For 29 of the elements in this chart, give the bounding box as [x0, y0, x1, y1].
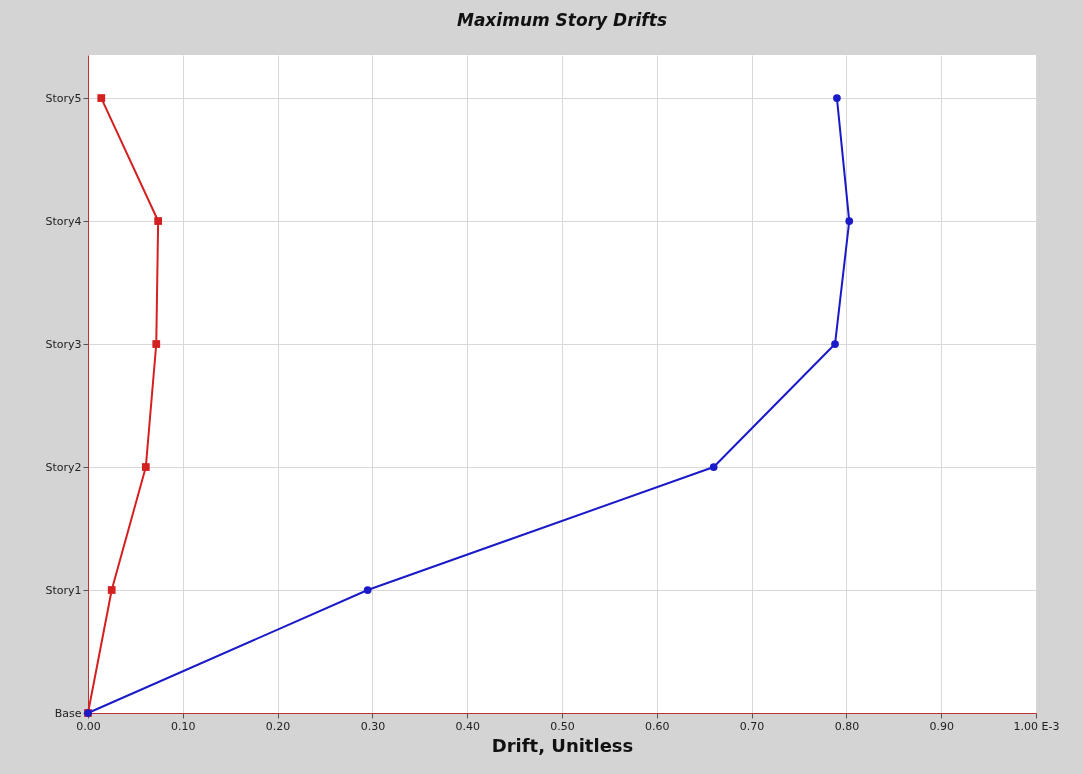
point: [154, 217, 163, 225]
x-tick-label: 0.10: [171, 719, 196, 733]
x-tick-label: 0.20: [265, 719, 291, 733]
point: [831, 340, 839, 348]
x-tick-label: 0.00: [76, 719, 101, 733]
y-tick-label: Story5: [45, 91, 82, 105]
x-tick-label: 0.80: [834, 719, 860, 733]
x-tick-label: 0.70: [739, 719, 765, 733]
y-tick-label: Base: [54, 706, 82, 720]
y-tick-label: Story1: [45, 583, 82, 597]
chart-title: Maximum Story Drifts: [456, 10, 668, 30]
point: [97, 94, 106, 102]
point: [141, 463, 150, 471]
point: [833, 94, 841, 102]
y-tick-label: Story2: [45, 460, 82, 474]
y-tick-label: Story3: [45, 337, 82, 351]
x-tick-label: 1.00 E-3: [1013, 719, 1060, 733]
x-axis-title: Drift, Unitless: [491, 734, 634, 756]
point: [107, 586, 116, 594]
x-tick-label: 0.90: [929, 719, 954, 733]
point: [363, 586, 372, 594]
x-tick-label: 0.60: [645, 719, 670, 733]
x-tick-label: 0.40: [455, 719, 480, 733]
point: [152, 340, 161, 348]
point: [709, 463, 718, 471]
y-tick-label: Story4: [45, 214, 82, 228]
point: [845, 217, 854, 225]
x-tick-label: 0.30: [360, 719, 386, 733]
x-tick-label: 0.50: [550, 719, 575, 733]
